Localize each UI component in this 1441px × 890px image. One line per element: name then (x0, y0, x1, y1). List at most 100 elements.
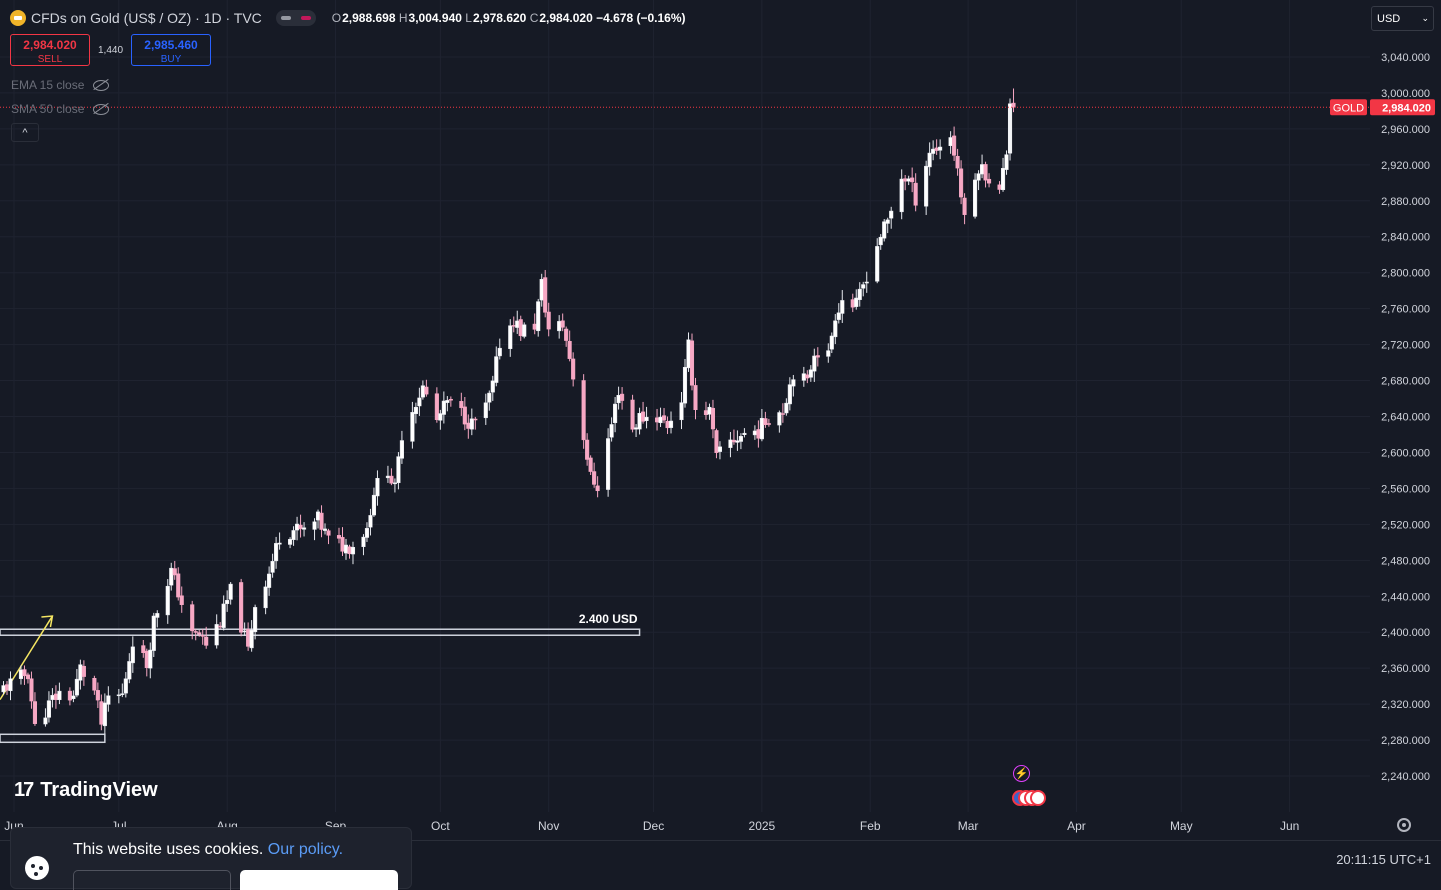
candle (246, 622, 251, 651)
candle (4, 681, 10, 695)
collapse-legend-button[interactable]: ^ (11, 123, 39, 142)
candle (315, 509, 321, 529)
candle-body (375, 478, 380, 497)
price-tick-label: 2,920.000 (1381, 160, 1430, 172)
candle-body (952, 135, 957, 156)
indicator-sma[interactable]: SMA 50 close (11, 102, 110, 116)
candle (197, 629, 202, 637)
candle-body (155, 613, 160, 618)
candle-body (1, 685, 6, 693)
candle-body (396, 456, 401, 484)
economic-events[interactable] (1012, 790, 1046, 806)
candle-body (263, 586, 268, 609)
time-tick-label: Jun (1280, 819, 1299, 833)
candle-body (385, 475, 390, 479)
price-tick-label: 2,520.000 (1381, 519, 1430, 531)
tradingview-watermark[interactable]: 17 TradingView (14, 779, 158, 802)
close-label: C (529, 11, 539, 25)
candle (434, 387, 439, 423)
hidden-eye-icon[interactable] (93, 79, 110, 91)
price-tick-label: 3,040.000 (1381, 52, 1430, 64)
candle-body (595, 485, 600, 492)
candle-body (141, 645, 146, 654)
candle (385, 465, 390, 483)
candle-body (176, 573, 181, 598)
price-axis-background (1370, 0, 1441, 879)
candle-body (654, 417, 660, 423)
candle (931, 140, 936, 161)
candle-body (766, 423, 771, 425)
candle-body (707, 406, 712, 415)
candle (508, 319, 513, 357)
candle-body (130, 646, 135, 664)
candle-body (326, 530, 331, 536)
candle (295, 516, 300, 541)
candle-body (686, 339, 691, 369)
symbol-title[interactable]: CFDs on Gold (US$ / OZ) · 1D · TVC (31, 10, 262, 26)
candle-body (57, 690, 62, 701)
candle-body (22, 669, 27, 677)
buy-button[interactable]: 2,985.460 BUY (131, 34, 211, 66)
candle (302, 522, 307, 537)
candle-body (225, 600, 230, 604)
low-value: 2,978.620 (472, 11, 527, 25)
candle-body (288, 539, 293, 545)
time-tick-label: Oct (431, 819, 450, 833)
candle (148, 642, 153, 679)
candle-body (67, 690, 72, 701)
candle-body (466, 422, 471, 429)
chevron-down-icon: ⌄ (1421, 13, 1429, 23)
candle-body (613, 403, 618, 424)
candle (567, 330, 572, 362)
candle (350, 541, 356, 565)
candle (665, 416, 670, 434)
candle-body (434, 393, 439, 420)
candle (389, 468, 394, 486)
candle (644, 406, 649, 429)
candle (130, 636, 135, 673)
sell-button[interactable]: 2,984.020 SELL (10, 34, 90, 66)
candle (67, 687, 72, 706)
candle (924, 160, 929, 215)
lightning-event-icon[interactable]: ⚡ (1013, 765, 1030, 782)
candle-body (46, 700, 51, 718)
candle-body (18, 669, 24, 679)
candle (962, 193, 967, 225)
price-tick-label: 2,800.000 (1381, 268, 1430, 280)
candle (756, 420, 761, 448)
candle (116, 688, 121, 704)
gear-icon[interactable] (1397, 818, 1411, 832)
candle (169, 562, 174, 591)
candle (616, 386, 621, 410)
candle-body (955, 155, 960, 169)
candle-body (340, 537, 345, 552)
candle-body (717, 446, 722, 452)
market-status-toggle[interactable] (275, 10, 316, 26)
cookie-policy-link[interactable]: Our policy. (267, 841, 344, 858)
hidden-eye-icon[interactable] (93, 103, 110, 115)
last-price-label: 2,984.020 (1382, 102, 1431, 114)
candle-body (710, 407, 716, 430)
candle (312, 518, 317, 541)
candle (682, 359, 688, 408)
price-tick-label: 2,600.000 (1381, 447, 1430, 459)
price-tick-label: 2,560.000 (1381, 483, 1430, 495)
candle-body (661, 415, 667, 421)
candle (176, 567, 181, 601)
candle (263, 580, 268, 615)
low-label: L (465, 11, 472, 25)
candle (288, 537, 293, 549)
candle-body (274, 543, 279, 562)
candle-body (668, 420, 674, 428)
candle-body (29, 678, 34, 702)
candle-body (738, 436, 743, 442)
indicator-ema[interactable]: EMA 15 close (11, 78, 110, 92)
candle-body (228, 583, 233, 600)
cookie-manage-button[interactable] (73, 870, 231, 890)
candle-body (197, 632, 202, 635)
cookie-accept-button[interactable] (240, 870, 398, 890)
currency-select-value: USD (1377, 13, 1401, 25)
currency-select[interactable]: USD ⌄ (1371, 6, 1434, 31)
candle (214, 614, 219, 649)
